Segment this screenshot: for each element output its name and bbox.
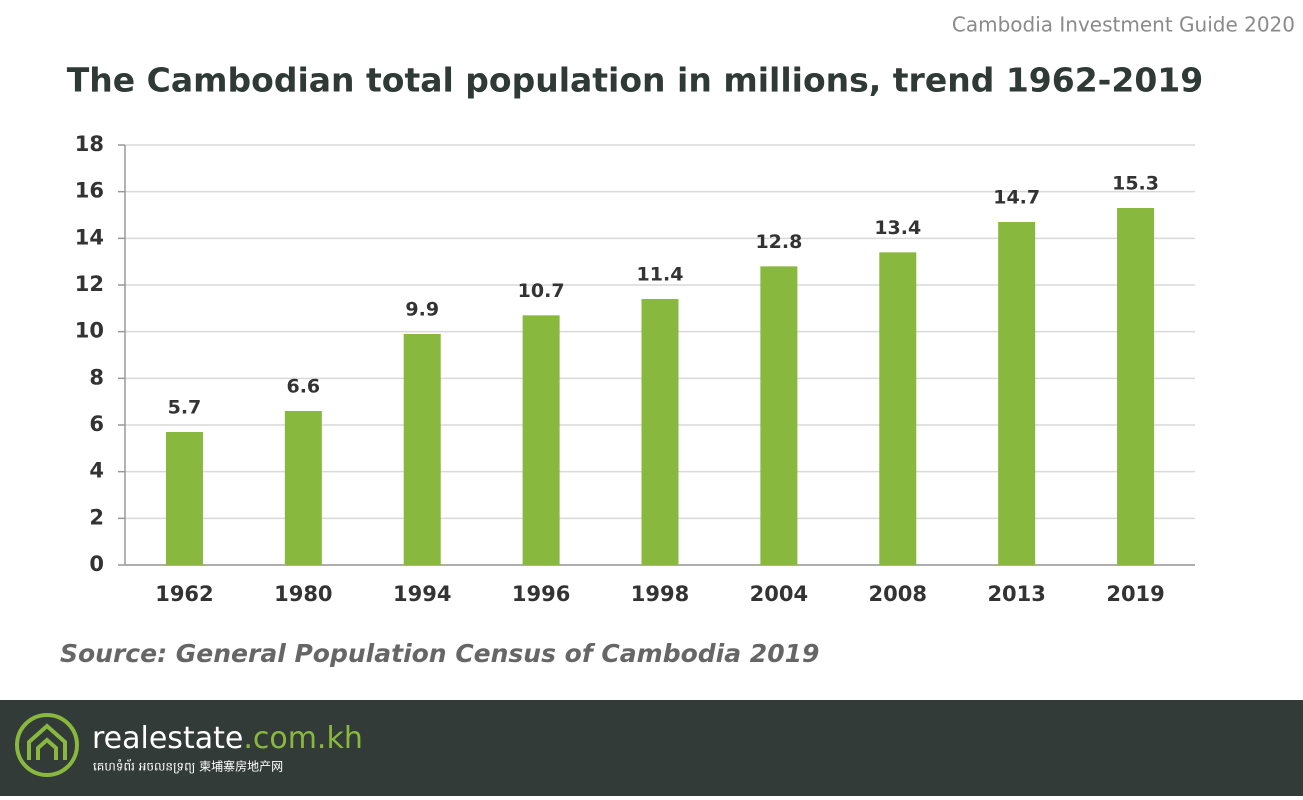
x-tick-label: 1994	[393, 582, 451, 606]
bar	[998, 222, 1036, 565]
y-tick-label: 16	[75, 179, 104, 203]
value-label: 12.8	[755, 231, 802, 253]
source-note: Source: General Population Census of Cam…	[60, 639, 819, 668]
y-tick-label: 8	[89, 365, 104, 389]
bar	[522, 315, 560, 565]
guide-label: Cambodia Investment Guide 2020	[952, 13, 1295, 37]
footer-bar	[0, 700, 1303, 796]
value-label: 15.3	[1112, 173, 1159, 195]
x-tick-label: 2004	[750, 582, 808, 606]
value-label: 6.6	[286, 376, 320, 398]
y-tick-label: 10	[75, 319, 104, 343]
bar	[165, 432, 203, 565]
brand-name: realestate	[92, 721, 243, 756]
x-tick-label: 1996	[512, 582, 570, 606]
x-tick-label: 1980	[274, 582, 332, 606]
bar	[284, 411, 322, 565]
x-tick-label: 2008	[869, 582, 927, 606]
bar	[1117, 208, 1155, 565]
value-label: 5.7	[168, 397, 202, 419]
x-tick-label: 1998	[631, 582, 689, 606]
bar	[879, 252, 917, 566]
value-label: 13.4	[874, 217, 921, 239]
y-tick-label: 6	[89, 412, 104, 436]
brand: realestate.com.kh	[92, 721, 363, 756]
logo-icon	[15, 713, 79, 777]
y-tick-label: 4	[89, 459, 104, 483]
brand-tagline: គេហទំព័រ អចលនទ្រព្យ 柬埔寨房地产网	[93, 759, 283, 774]
bar	[403, 334, 441, 565]
x-tick-label: 2013	[987, 582, 1045, 606]
y-tick-label: 0	[89, 552, 104, 576]
y-tick-label: 2	[89, 505, 104, 529]
value-label: 11.4	[637, 264, 684, 286]
chart-title: The Cambodian total population in millio…	[67, 61, 1203, 100]
value-label: 10.7	[518, 280, 565, 302]
bar	[760, 266, 798, 565]
y-tick-label: 14	[75, 225, 104, 249]
value-label: 14.7	[993, 187, 1040, 209]
y-tick-label: 12	[75, 272, 104, 296]
brand-domain: .com.kh	[243, 721, 363, 756]
x-tick-label: 1962	[155, 582, 213, 606]
bar	[641, 299, 679, 565]
y-tick-label: 18	[75, 132, 104, 156]
x-tick-label: 2019	[1106, 582, 1164, 606]
value-label: 9.9	[405, 299, 439, 321]
